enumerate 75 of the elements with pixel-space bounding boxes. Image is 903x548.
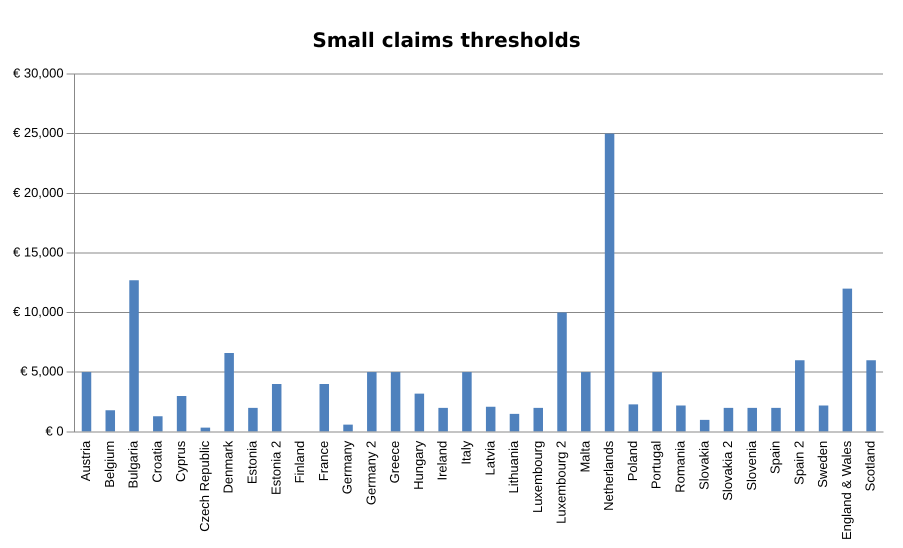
bar [438,408,448,432]
x-tick-label: Luxembourg [530,440,545,514]
x-tick-label: Slovakia [696,440,712,490]
x-tick-label: Greece [387,440,402,484]
chart-title: Small claims thresholds [312,28,581,52]
bar [795,360,805,432]
x-tick-label: Denmark [220,440,236,494]
bar [866,360,876,432]
bar [724,408,734,432]
bar [771,408,781,432]
x-tick-label: Cyprus [173,440,188,482]
x-tick-label: Finland [292,440,308,484]
x-tick-label: Romania [672,440,688,493]
x-tick-label: Spain 2 [791,440,806,485]
x-tick-label: Croatia [149,440,164,483]
x-tick-label: Scotland [862,440,878,492]
bar [628,404,638,432]
bar [106,410,116,432]
x-tick-label: Ireland [434,440,450,481]
x-tick-label: Bulgaria [126,440,141,488]
bar [248,408,258,432]
y-tick-label: € 25,000 [12,125,64,140]
x-tick-label: Malta [577,440,592,473]
x-tick-label: Latvia [482,440,498,476]
bar [390,372,400,432]
bar [272,384,282,432]
bar [129,280,139,432]
y-tick-label: € 15,000 [12,244,64,260]
x-tick-label: England & Wales [838,440,854,540]
bar [343,424,353,432]
x-tick-label: Netherlands [601,440,616,511]
bar [604,134,614,432]
bar [747,408,757,432]
bar [842,288,852,432]
bar [176,396,186,432]
x-tick-label: Belgium [102,440,117,488]
bar [676,406,686,432]
x-tick-label: Lithuania [506,440,522,494]
bar [320,384,330,432]
x-tick-label: Estonia 2 [268,440,284,495]
y-tick-label: € 30,000 [12,66,64,81]
bar [224,353,234,432]
x-tick-label: Czech Republic [196,440,212,532]
bar [486,406,496,432]
x-tick-label: Poland [624,440,640,482]
bar [82,372,92,432]
bar [462,372,472,432]
x-tick-label: Luxembourg 2 [554,440,569,524]
x-tick-label: Austria [78,440,94,482]
y-tick-label: € 10,000 [12,304,64,320]
x-tick-label: Portugal [648,440,664,490]
bar [581,372,591,432]
x-tick-label: Estonia [244,440,260,484]
bar [200,428,210,432]
x-tick-label: Slovakia 2 [720,440,736,501]
bar [700,420,710,432]
y-tick-label: € 5,000 [20,364,64,379]
bar [818,406,828,432]
y-tick-label: € 0 [46,423,64,438]
x-tick-label: Germany [340,440,355,494]
bar [367,372,377,432]
bar [414,394,424,432]
bar [510,414,520,432]
x-tick-label: Sweden [815,440,830,488]
x-tick-label: Hungary [410,440,426,490]
bar [153,416,163,432]
x-tick-label: Slovenia [744,440,759,491]
x-tick-label: Italy [458,440,474,465]
bar [533,408,543,432]
y-tick-label: € 20,000 [12,184,64,200]
bar [557,312,567,432]
x-tick-label: Spain [768,440,783,474]
bar [652,372,662,432]
x-tick-label: France [316,440,331,482]
x-tick-label: Germany 2 [363,440,378,506]
